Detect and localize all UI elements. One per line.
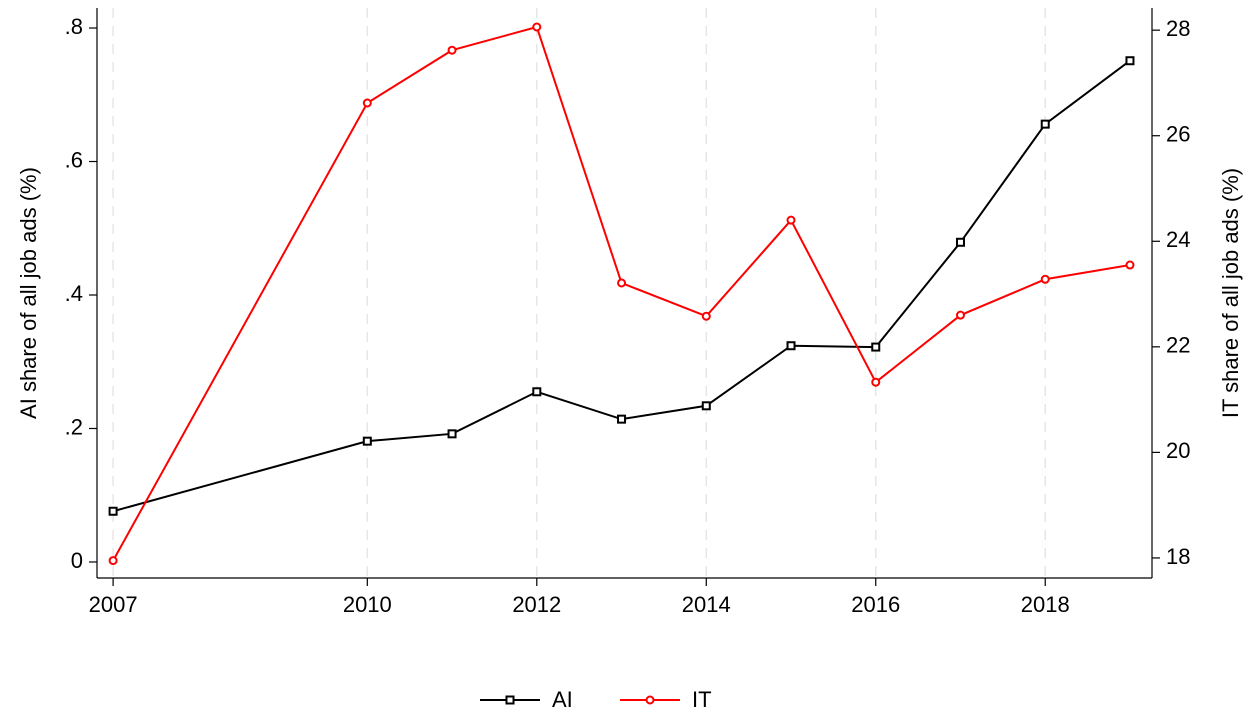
x-tick-label: 2016	[851, 592, 900, 617]
y-tick-label: .8	[65, 14, 83, 39]
legend-marker	[505, 695, 515, 705]
y-tick-label: .6	[65, 147, 83, 172]
y2-tick-label: 26	[1166, 122, 1190, 147]
data-point	[362, 436, 372, 446]
data-point	[1125, 56, 1135, 66]
data-point	[701, 401, 711, 411]
y2-tick-label: 24	[1166, 227, 1190, 252]
data-point	[786, 215, 796, 225]
legend-label: IT	[692, 687, 712, 712]
data-point	[1040, 274, 1050, 284]
x-tick-label: 2018	[1021, 592, 1070, 617]
legend-marker	[645, 695, 655, 705]
x-tick-label: 2010	[343, 592, 392, 617]
x-tick-label: 2007	[89, 592, 138, 617]
data-point	[1125, 260, 1135, 270]
y2-axis-title: IT share of all job ads (%)	[1218, 168, 1243, 418]
data-point	[447, 45, 457, 55]
data-point	[447, 429, 457, 439]
data-point	[617, 414, 627, 424]
y-axis-title: AI share of all job ads (%)	[16, 167, 41, 419]
data-point	[362, 98, 372, 108]
data-point	[532, 22, 542, 32]
y-tick-label: 0	[71, 548, 83, 573]
y-tick-label: .4	[65, 281, 83, 306]
y2-tick-label: 22	[1166, 333, 1190, 358]
y-tick-label: .2	[65, 414, 83, 439]
data-point	[786, 341, 796, 351]
data-point	[871, 342, 881, 352]
y2-tick-label: 18	[1166, 544, 1190, 569]
data-point	[108, 556, 118, 566]
x-tick-label: 2014	[682, 592, 731, 617]
y2-tick-label: 20	[1166, 438, 1190, 463]
legend-label: AI	[552, 687, 573, 712]
series-line	[112, 25, 1131, 562]
data-point	[108, 506, 118, 516]
x-tick-label: 2012	[512, 592, 561, 617]
data-point	[955, 310, 965, 320]
data-point	[1040, 119, 1050, 129]
y2-tick-label: 28	[1166, 16, 1190, 41]
data-point	[617, 278, 627, 288]
data-point	[532, 387, 542, 397]
data-point	[701, 311, 711, 321]
data-point	[871, 377, 881, 387]
data-point	[955, 237, 965, 247]
